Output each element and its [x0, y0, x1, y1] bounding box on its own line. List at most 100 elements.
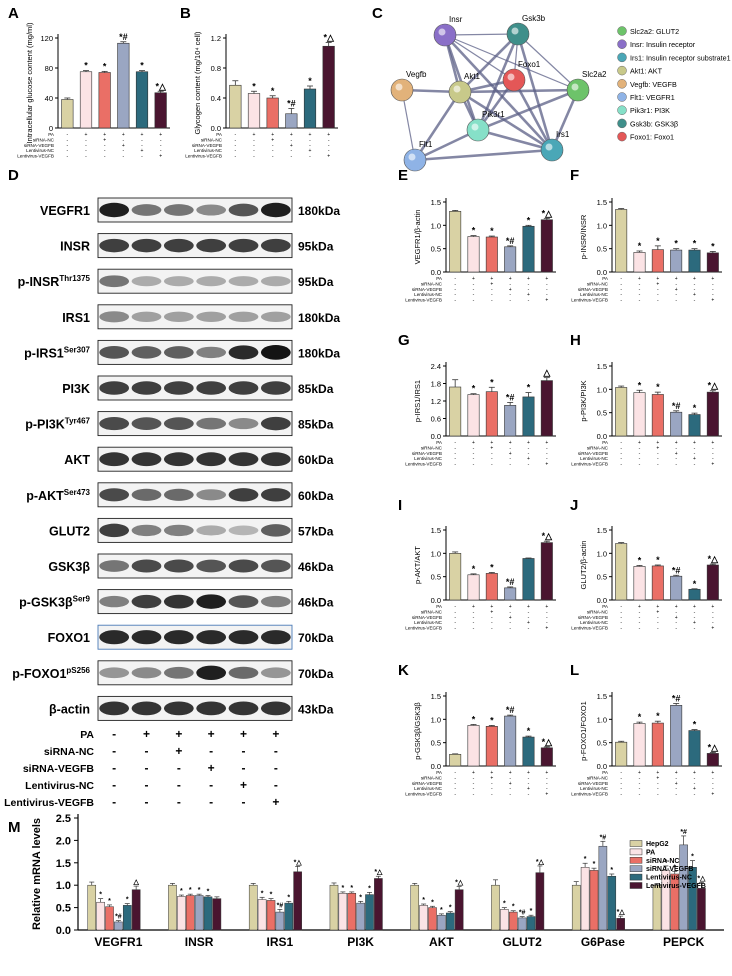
blot-band — [260, 667, 291, 679]
blot-band — [99, 311, 130, 323]
condition-sign: - — [234, 137, 236, 143]
condition-row-label: Lentivirus-NC — [580, 786, 609, 791]
condition-sign: + — [327, 132, 330, 138]
x-category-label: VEGFR1 — [94, 935, 142, 949]
condition-sign: + — [638, 440, 641, 446]
condition-sign: - — [160, 143, 162, 149]
condition-sign: - — [694, 281, 696, 287]
condition-row-label: siRNA-VEGFB — [412, 287, 442, 292]
significance-label: * — [490, 715, 494, 725]
significance-label: * — [472, 564, 476, 574]
y-axis-label: p-IRS1/IRS1 — [413, 380, 422, 422]
condition-sign: - — [454, 775, 456, 781]
condition-row-label: Lentivirus-VEGFB — [405, 298, 442, 303]
y-tick-label: 0.8 — [211, 64, 221, 73]
condition-sign: - — [546, 781, 548, 787]
bar — [194, 895, 204, 931]
condition-sign: + — [711, 604, 714, 610]
condition-sign: + — [509, 451, 512, 457]
blot-band — [99, 595, 130, 608]
network-node-label: Foxo1 — [518, 60, 541, 69]
blot-band — [163, 417, 194, 430]
significance-label: *# — [119, 32, 128, 42]
bar — [535, 872, 545, 931]
condition-sign: - — [712, 445, 714, 451]
condition-sign: + — [545, 770, 548, 776]
condition-sign: - — [454, 298, 456, 304]
condition-sign: - — [528, 445, 530, 451]
condition-sign: + — [693, 770, 696, 776]
y-tick-label: 1.0 — [431, 715, 441, 724]
legend-swatch — [629, 873, 643, 881]
y-tick-label: 1.5 — [56, 858, 71, 870]
network-node-label: Pik3r1 — [482, 110, 505, 119]
condition-row-label: siRNA-NC — [421, 775, 443, 780]
condition-row-label: PA — [602, 440, 609, 445]
bar — [526, 916, 536, 931]
blot-protein-label: p-GSK3βSer9 — [19, 595, 90, 610]
network-legend-swatch — [617, 79, 627, 89]
condition-sign: + — [656, 609, 659, 615]
condition-sign: - — [620, 620, 622, 626]
significance-label: *# — [506, 577, 515, 587]
significance-label: *# — [287, 99, 296, 109]
condition-sign: - — [509, 792, 511, 798]
significance-label: *△ — [294, 859, 303, 866]
condition-sign: - — [491, 781, 493, 787]
condition-sign: - — [657, 462, 659, 468]
blot-strip — [97, 446, 293, 472]
condition-sign: - — [473, 615, 475, 621]
blot-protein-label: p-IRS1Ser307 — [24, 345, 90, 360]
significance-label: * — [656, 236, 660, 246]
condition-sign: - — [639, 445, 641, 451]
network-edge — [512, 79, 554, 151]
panel-letter-g: G — [398, 332, 410, 349]
significance-label: * — [693, 579, 697, 589]
bar-charts: 0 40 80 120 Intracellular glucose content (m… — [17, 22, 724, 949]
blot-condition-sign: - — [112, 744, 116, 758]
condition-sign: - — [546, 456, 548, 462]
significance-label: * — [656, 382, 660, 392]
bar — [98, 72, 111, 129]
condition-sign: - — [66, 137, 68, 143]
condition-sign: + — [472, 440, 475, 446]
bar — [449, 211, 462, 273]
node-highlight — [438, 28, 446, 36]
bar — [266, 900, 276, 931]
condition-sign: - — [546, 615, 548, 621]
node-highlight — [453, 85, 461, 93]
blot-protein-label: GSK3β — [48, 560, 90, 574]
condition-sign: - — [675, 298, 677, 304]
condition-sign: - — [104, 148, 106, 154]
bar — [445, 912, 455, 931]
blot-protein-label: p-INSRThr1375 — [18, 274, 91, 289]
condition-row-label: PA — [602, 276, 609, 281]
condition-sign: - — [491, 792, 493, 798]
blot-band — [228, 525, 259, 536]
network-edge — [413, 91, 462, 161]
condition-sign: + — [490, 445, 493, 451]
condition-row-label: siRNA-NC — [587, 775, 609, 780]
bar — [522, 736, 535, 767]
bar — [688, 588, 701, 601]
blot-band — [228, 311, 259, 323]
significance-label: * — [656, 555, 660, 565]
condition-sign: - — [657, 451, 659, 457]
blot-condition-sign: - — [112, 727, 116, 741]
condition-sign: - — [454, 276, 456, 282]
condition-sign: + — [545, 298, 548, 304]
bar — [122, 905, 132, 931]
condition-sign: + — [693, 276, 696, 282]
y-axis-label: p-FOXO1/FOXO1 — [579, 701, 588, 761]
panel-letters: A B C D E F G H I J K L M — [8, 5, 581, 836]
condition-sign: - — [694, 615, 696, 621]
bar — [303, 88, 317, 129]
condition-sign: - — [122, 137, 124, 143]
panel-letter-f: F — [570, 167, 579, 184]
condition-sign: + — [527, 770, 530, 776]
condition-sign: + — [693, 292, 696, 298]
condition-sign: + — [656, 604, 659, 610]
blot-band — [131, 524, 162, 537]
significance-label: *△ — [697, 876, 706, 883]
condition-row-label: siRNA-VEGFB — [192, 143, 222, 148]
